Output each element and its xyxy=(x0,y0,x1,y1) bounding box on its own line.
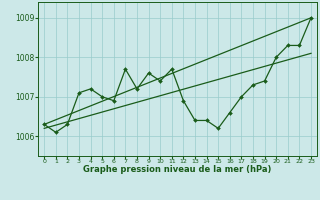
X-axis label: Graphe pression niveau de la mer (hPa): Graphe pression niveau de la mer (hPa) xyxy=(84,165,272,174)
